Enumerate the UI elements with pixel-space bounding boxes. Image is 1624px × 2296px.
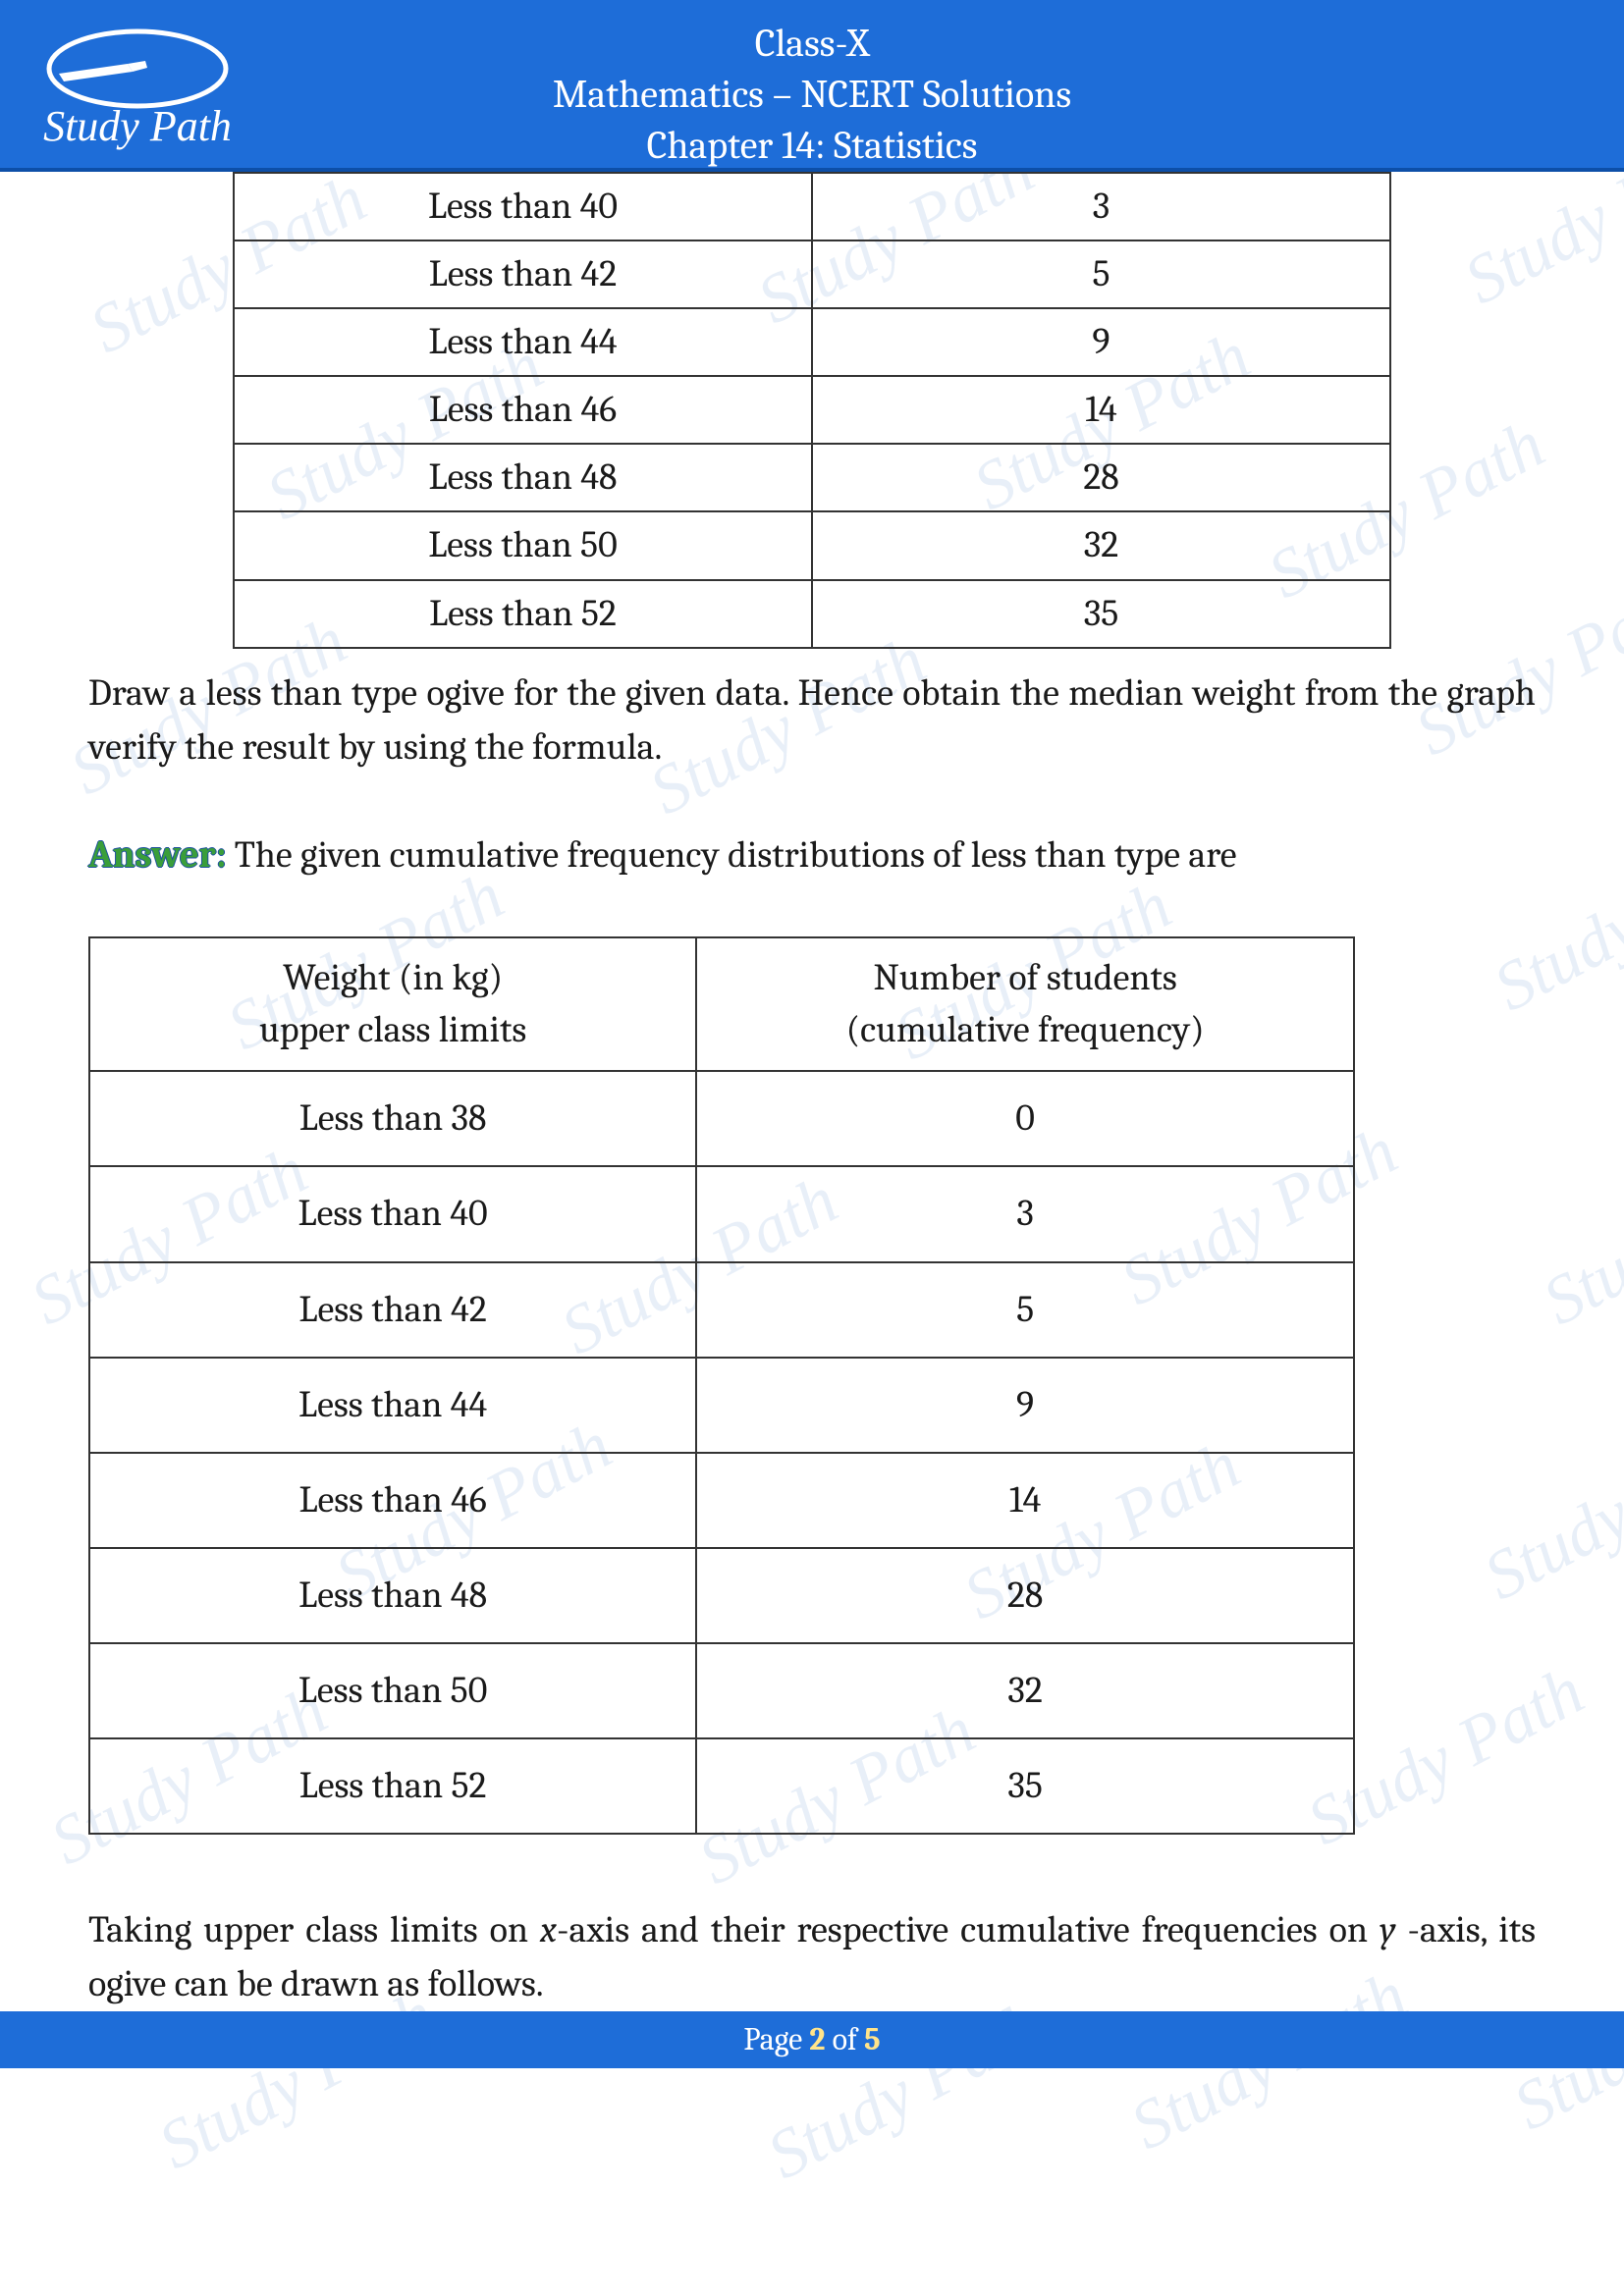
table-cell: Less than 46 <box>234 376 812 444</box>
table-cell: Less than 44 <box>89 1358 696 1453</box>
table-row: Less than 380 <box>89 1071 1354 1166</box>
table-cell: 0 <box>696 1071 1354 1166</box>
t2-header-col2: Number of students (cumulative frequency… <box>696 937 1354 1071</box>
logo: Study Path <box>29 25 245 152</box>
page-footer: Page 2 of 5 <box>0 2011 1624 2068</box>
table-row: Less than 4828 <box>234 444 1390 511</box>
table-cell: 3 <box>812 173 1390 240</box>
y-axis-var: y <box>1380 1908 1395 1951</box>
table-cell: 32 <box>696 1643 1354 1738</box>
table-row: Less than 4614 <box>89 1453 1354 1548</box>
table-cell: 5 <box>696 1262 1354 1358</box>
table-row: Less than 5235 <box>234 580 1390 648</box>
table-cell: Less than 46 <box>89 1453 696 1548</box>
table-row: Less than 425 <box>234 240 1390 308</box>
table-row: Less than 5032 <box>234 511 1390 579</box>
table-cell: Less than 48 <box>234 444 812 511</box>
x-axis-var: x <box>540 1908 557 1951</box>
table-cell: Less than 44 <box>234 308 812 376</box>
question-table: Less than 403Less than 425Less than 449L… <box>233 172 1391 649</box>
svg-text:Study Path: Study Path <box>43 102 232 150</box>
page-number: 2 <box>809 2021 825 2057</box>
table-cell: Less than 42 <box>234 240 812 308</box>
table-row: Less than 403 <box>234 173 1390 240</box>
t2-header-col1: Weight (in kg) upper class limits <box>89 937 696 1071</box>
table-cell: 5 <box>812 240 1390 308</box>
page-content: Less than 403Less than 425Less than 449L… <box>0 172 1624 2011</box>
table-cell: 14 <box>812 376 1390 444</box>
closing-paragraph: Taking upper class limits on x-axis and … <box>88 1903 1536 2011</box>
table-cell: Less than 38 <box>89 1071 696 1166</box>
question-paragraph: Draw a less than type ogive for the give… <box>88 667 1536 774</box>
table-cell: 14 <box>696 1453 1354 1548</box>
table-cell: 35 <box>812 580 1390 648</box>
answer-label: Answer: <box>88 833 226 877</box>
table-row: Less than 403 <box>89 1166 1354 1261</box>
table-cell: 32 <box>812 511 1390 579</box>
table-cell: Less than 52 <box>234 580 812 648</box>
table-row: Less than 5032 <box>89 1643 1354 1738</box>
table-row: Less than 5235 <box>89 1738 1354 1834</box>
table-cell: Less than 52 <box>89 1738 696 1834</box>
table-cell: Less than 50 <box>89 1643 696 1738</box>
page-header: Study Path Class-X Mathematics – NCERT S… <box>0 0 1624 172</box>
table-cell: 28 <box>696 1548 1354 1643</box>
table-cell: 3 <box>696 1166 1354 1261</box>
table-cell: Less than 42 <box>89 1262 696 1358</box>
table-row: Less than 449 <box>234 308 1390 376</box>
answer-line: Answer: The given cumulative frequency d… <box>88 828 1536 882</box>
table-cell: Less than 40 <box>234 173 812 240</box>
page-total: 5 <box>864 2021 881 2057</box>
answer-text: The given cumulative frequency distribut… <box>226 833 1236 877</box>
table-cell: Less than 48 <box>89 1548 696 1643</box>
table-row: Less than 449 <box>89 1358 1354 1453</box>
table-cell: 28 <box>812 444 1390 511</box>
table-cell: 9 <box>696 1358 1354 1453</box>
table-row: Less than 425 <box>89 1262 1354 1358</box>
table-cell: 35 <box>696 1738 1354 1834</box>
answer-table: Weight (in kg) upper class limits Number… <box>88 936 1355 1835</box>
table-row: Less than 4614 <box>234 376 1390 444</box>
table-cell: Less than 40 <box>89 1166 696 1261</box>
table-cell: Less than 50 <box>234 511 812 579</box>
table-row: Less than 4828 <box>89 1548 1354 1643</box>
table-cell: 9 <box>812 308 1390 376</box>
